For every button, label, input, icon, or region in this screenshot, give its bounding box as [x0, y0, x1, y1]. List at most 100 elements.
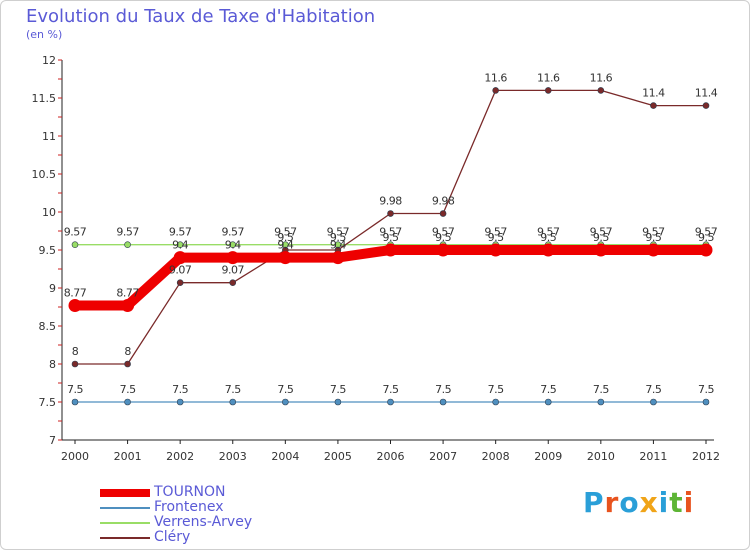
data-point	[124, 398, 131, 406]
data-label: 7.5	[67, 383, 83, 396]
data-point	[650, 398, 657, 406]
logo-letter: i	[658, 486, 670, 519]
data-point	[71, 398, 79, 406]
data-point	[439, 398, 447, 406]
data-point	[71, 360, 79, 368]
data-label: 9.5	[593, 231, 609, 244]
data-label: 9.57	[590, 226, 613, 239]
data-label: 7.5	[330, 383, 346, 396]
data-label: 9.5	[698, 231, 714, 244]
data-point	[124, 241, 131, 248]
proxiti-logo: Proxiti	[583, 486, 694, 519]
y-tick-label: 11	[42, 130, 56, 143]
data-point	[176, 398, 184, 406]
logo-letter: P	[583, 486, 605, 519]
data-label: 9.5	[645, 231, 661, 244]
data-point	[489, 243, 503, 257]
data-label: 9.57	[537, 226, 560, 239]
data-label: 11.4	[642, 87, 665, 100]
data-point	[334, 398, 342, 406]
logo-letter: o	[619, 486, 640, 519]
data-label: 11.4	[695, 87, 718, 100]
y-tick-label: 11.5	[32, 92, 57, 105]
y-tick-label: 7	[49, 434, 56, 447]
data-label: 7.5	[383, 383, 399, 396]
data-label: 8.77	[116, 286, 139, 299]
x-tick-label: 2009	[534, 450, 562, 463]
x-tick-label: 2006	[377, 450, 405, 463]
data-point	[121, 298, 135, 312]
data-point	[387, 210, 394, 217]
data-label: 9.57	[274, 226, 297, 239]
legend-swatch	[100, 506, 150, 509]
data-label: 7.5	[645, 383, 661, 396]
data-label: 9.57	[432, 226, 455, 239]
data-label: 7.5	[488, 383, 504, 396]
data-label: 7.5	[540, 383, 556, 396]
data-point	[650, 102, 657, 109]
x-tick-label: 2012	[692, 450, 720, 463]
data-label: 7.5	[277, 383, 293, 396]
data-point	[384, 243, 397, 257]
logo-letter: i	[683, 486, 695, 519]
legend-item: Frontenex	[100, 500, 252, 515]
data-label: 9.4	[172, 239, 188, 252]
x-tick-label: 2003	[219, 450, 247, 463]
data-label: 9.98	[432, 195, 455, 208]
data-label: 9.4	[225, 239, 241, 252]
data-point	[492, 87, 499, 94]
data-label: 11.6	[537, 71, 560, 84]
x-tick-label: 2000	[61, 450, 89, 463]
data-label: 9.5	[435, 231, 451, 244]
data-point	[124, 360, 131, 368]
x-tick-label: 2007	[429, 450, 457, 463]
data-label: 7.5	[172, 383, 188, 396]
logo-letter: r	[604, 486, 620, 519]
legend-label: TOURNON	[154, 484, 226, 500]
data-label: 9.57	[484, 226, 507, 239]
y-tick-label: 8	[49, 358, 56, 371]
series-line-tournon	[70, 245, 711, 311]
data-point	[702, 398, 710, 406]
y-tick-label: 8.5	[39, 320, 57, 333]
logo-letter: t	[669, 486, 684, 519]
data-point	[387, 398, 394, 406]
data-point	[226, 251, 240, 265]
data-label: 9.57	[642, 226, 665, 239]
data-point	[597, 398, 605, 406]
legend-label: Frontenex	[154, 499, 224, 515]
y-tick-label: 7.5	[39, 396, 57, 409]
data-label: 7.5	[435, 383, 451, 396]
x-tick-label: 2008	[482, 450, 510, 463]
data-point	[541, 243, 555, 257]
data-point	[331, 251, 345, 265]
legend: TOURNON Frontenex Verrens-Arvey Cléry	[100, 485, 252, 545]
legend-swatch	[100, 488, 150, 497]
data-label: 9.57	[695, 226, 718, 239]
data-label: 9.5	[488, 231, 504, 244]
y-tick-label: 10	[42, 206, 56, 219]
data-point	[594, 243, 608, 257]
data-point	[544, 87, 552, 94]
data-point	[597, 87, 605, 94]
data-label: 7.5	[593, 383, 609, 396]
data-label: 7.5	[698, 383, 714, 396]
data-point	[278, 251, 292, 265]
data-label: 11.6	[590, 71, 613, 84]
legend-label: Cléry	[154, 529, 191, 545]
data-point	[229, 241, 237, 248]
legend-item: Verrens-Arvey	[100, 515, 252, 530]
data-point	[436, 243, 450, 257]
y-tick-label: 9.5	[39, 244, 57, 257]
data-label: 9.98	[379, 195, 402, 208]
logo-letter: x	[639, 486, 659, 519]
data-point	[544, 398, 552, 406]
x-tick-label: 2001	[114, 450, 142, 463]
data-label: 9.5	[277, 231, 293, 244]
data-label: 9.07	[222, 264, 245, 277]
data-point	[702, 102, 710, 109]
data-point	[646, 243, 660, 257]
data-point	[71, 241, 79, 248]
